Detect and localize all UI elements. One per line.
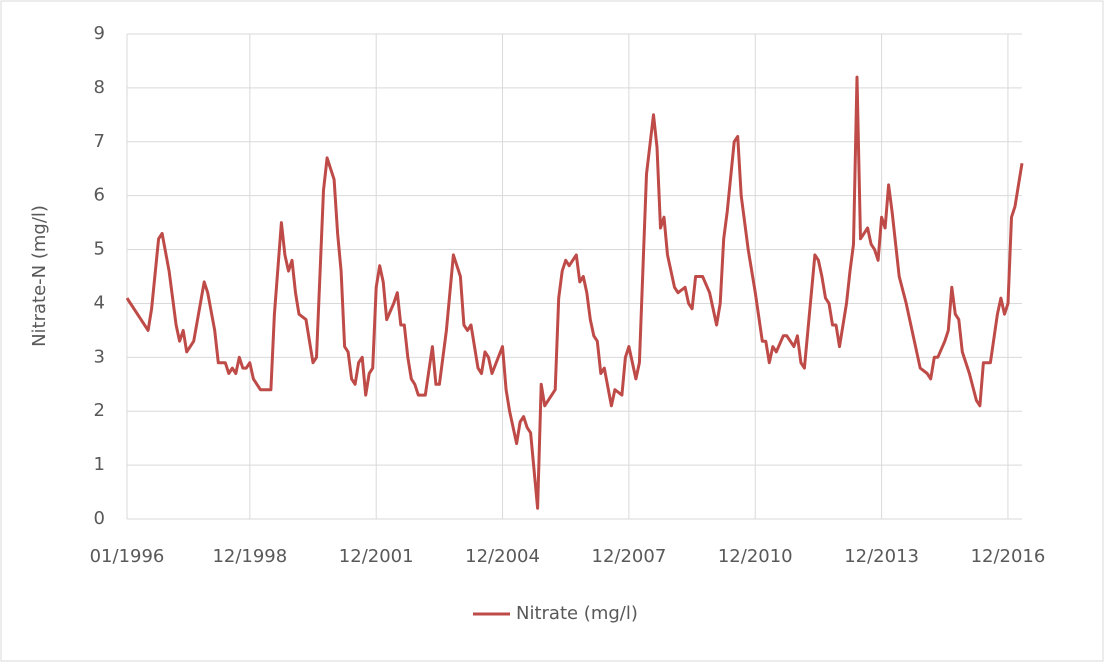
- y-tick-label: 3: [94, 346, 105, 367]
- x-tick-label: 12/2007: [592, 546, 667, 567]
- x-tick-label: 12/1998: [212, 546, 287, 567]
- y-tick-label: 7: [94, 131, 105, 152]
- y-tick-label: 8: [94, 77, 105, 98]
- y-tick-label: 1: [94, 454, 105, 475]
- x-tick-label: 12/2001: [339, 546, 414, 567]
- x-tick-label: 12/2016: [971, 546, 1046, 567]
- x-tick-label: 01/1996: [90, 546, 165, 567]
- x-tick-label: 12/2013: [844, 546, 919, 567]
- y-tick-label: 4: [94, 292, 105, 313]
- x-tick-label: 12/2010: [718, 546, 793, 567]
- y-tick-label: 2: [94, 400, 105, 421]
- data-line: [125, 75, 1024, 510]
- x-tick-label: 12/2004: [465, 546, 540, 567]
- y-tick-label: 5: [94, 239, 105, 260]
- y-axis-title: Nitrate-N (mg/l): [29, 205, 50, 347]
- y-tick-label: 9: [94, 23, 105, 44]
- y-tick-label: 0: [94, 508, 105, 529]
- y-tick-label: 6: [94, 185, 105, 206]
- legend-label: Nitrate (mg/l): [516, 603, 638, 624]
